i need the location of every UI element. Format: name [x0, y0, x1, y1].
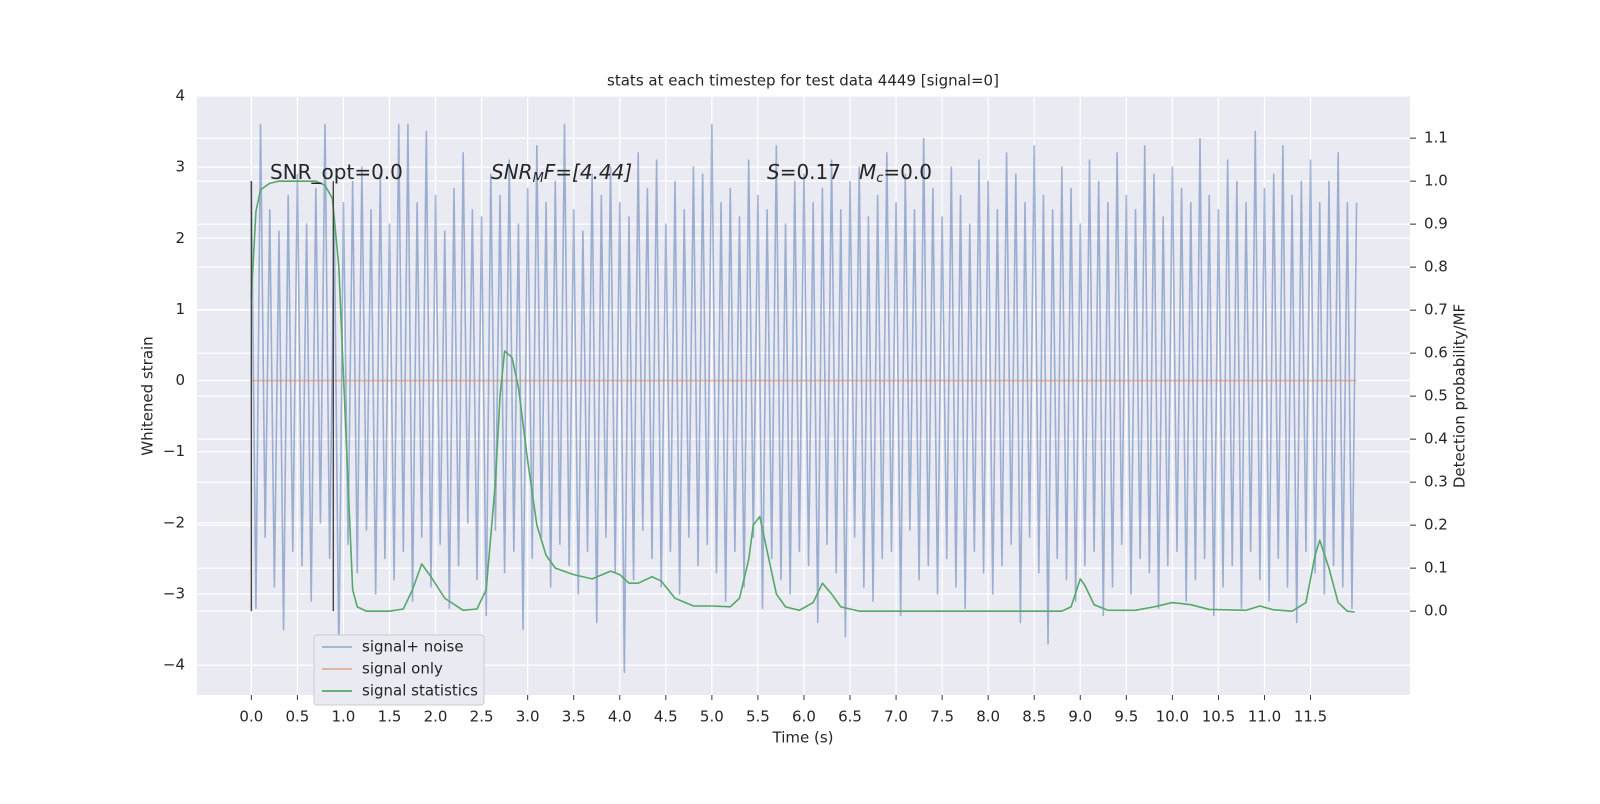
x-tick-label: 10.5 [1202, 708, 1235, 726]
marks [250, 123, 1358, 674]
y-tick-label: −4 [163, 656, 185, 674]
legend-label: signal statistics [362, 682, 478, 700]
x-tick-label: 6.0 [792, 708, 816, 726]
x-tick-label: 2.0 [424, 708, 448, 726]
x-tick-label: 11.0 [1248, 708, 1281, 726]
annotation: S=0.17 [767, 160, 841, 184]
annotation-text: SNR_opt=0.0 [270, 160, 403, 184]
y-tick-label: −1 [163, 442, 185, 460]
x-tick-label: 8.5 [1022, 708, 1046, 726]
legend-label: signal only [362, 660, 443, 678]
x-tick-label: 4.0 [608, 708, 632, 726]
annotation: SNR_opt=0.0 [270, 160, 403, 184]
x-tick-label: 0.0 [239, 708, 263, 726]
legend: signal+ noise signal only signal statistic… [313, 634, 485, 706]
y-tick-label: 1 [175, 300, 185, 318]
x-tick-label: 11.5 [1294, 708, 1327, 726]
y-tick-label: −2 [163, 513, 185, 531]
y2-tick-label: 1.0 [1424, 172, 1448, 190]
legend-box [313, 634, 485, 706]
y2-tick-label: 0.0 [1424, 602, 1448, 620]
y2-tick-label: 0.5 [1424, 387, 1448, 405]
x-tick-label: 3.0 [516, 708, 540, 726]
annotation-text: SNR [491, 160, 533, 184]
annotation-text: M [859, 160, 876, 184]
x-tick-label: 2.5 [470, 708, 494, 726]
y-tick-label: 2 [175, 229, 185, 247]
y2-tick-label: 0.6 [1424, 344, 1448, 362]
x-tick-label: 6.5 [838, 708, 862, 726]
y2-tick-label: 0.1 [1424, 559, 1448, 577]
y2-axis-label: Detection probability/MF [1451, 304, 1469, 488]
legend-label: signal+ noise [362, 638, 464, 656]
y-tick-label: −3 [163, 584, 185, 602]
x-tick-label: 1.0 [332, 708, 356, 726]
annotation-subscript: c [876, 171, 883, 186]
annotation-text: =0.17 [780, 160, 841, 184]
y2-tick-label: 0.8 [1424, 258, 1448, 276]
annotation-text: =0.0 [883, 160, 932, 184]
x-tick-label: 4.5 [654, 708, 678, 726]
x-tick-label: 9.0 [1068, 708, 1092, 726]
annotation-text: S [767, 160, 780, 184]
annotation: Mc=0.0 [859, 160, 932, 186]
x-tick-label: 10.0 [1156, 708, 1189, 726]
chart-title: stats at each timestep for test data 444… [607, 72, 999, 90]
x-tick-label: 7.0 [884, 708, 908, 726]
x-tick-label: 5.0 [700, 708, 724, 726]
x-tick-label: 3.5 [562, 708, 586, 726]
y2-tick-label: 0.3 [1424, 473, 1448, 491]
annotation-text: F=[4.44] [544, 160, 632, 184]
x-tick-label: 0.5 [285, 708, 309, 726]
y2-tick-label: 1.1 [1424, 129, 1448, 147]
x-axis-label: Time (s) [772, 729, 834, 747]
x-tick-label: 9.5 [1114, 708, 1138, 726]
y-tick-label: 4 [175, 87, 185, 105]
axes: 0.0 0.5 1.0 1.5 2.0 2.5 3.0 3.5 4.0 4.5 5.0 5.5 6.0 6… [163, 87, 1448, 726]
y-axis-label: Whitened strain [139, 336, 157, 455]
annotation: SNRMF=[4.44] [491, 160, 632, 186]
y2-tick-label: 0.2 [1424, 516, 1448, 534]
series-line [250, 123, 1358, 674]
y-tick-label: 0 [175, 371, 185, 389]
y-tick-label: 3 [175, 158, 185, 176]
y2-tick-label: 0.7 [1424, 301, 1448, 319]
y2-tick-label: 0.4 [1424, 430, 1448, 448]
y2-tick-label: 0.9 [1424, 215, 1448, 233]
series-line [250, 180, 1355, 613]
annotation-subscript: M [533, 171, 544, 186]
x-tick-label: 8.0 [976, 708, 1000, 726]
x-tick-label: 7.5 [930, 708, 954, 726]
x-tick-label: 5.5 [746, 708, 770, 726]
x-tick-label: 1.5 [378, 708, 402, 726]
